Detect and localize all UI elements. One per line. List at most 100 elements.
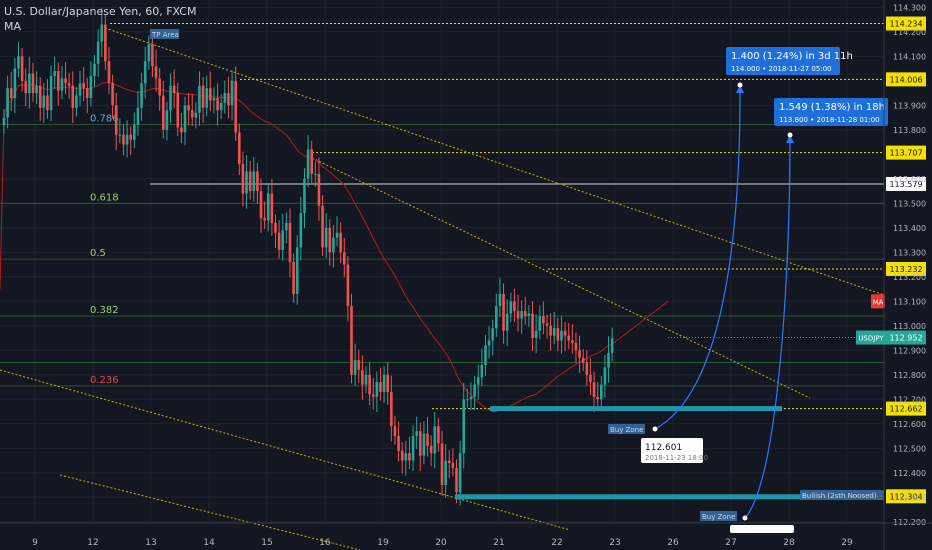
candle-body (324, 227, 328, 248)
candle-body (85, 88, 89, 98)
zone-label: TP Area (151, 31, 179, 39)
candle-body (469, 396, 473, 400)
candle-body (589, 374, 592, 383)
candle-body (263, 218, 266, 221)
projection-end-dot (787, 132, 793, 138)
x-tick-label: 16 (319, 538, 331, 548)
fib-label: 0.786 (90, 113, 119, 124)
y-tick-label: 113.500 (893, 199, 926, 208)
candle-body (71, 85, 75, 108)
projection-arrowhead (736, 85, 744, 93)
x-tick-label: 20 (435, 538, 447, 548)
candle-body (172, 85, 176, 94)
candle-body (429, 445, 433, 454)
candle-body (122, 134, 125, 145)
candle-body (455, 467, 458, 493)
candle-body (13, 68, 17, 98)
candle-body (476, 377, 480, 385)
candle-body (223, 93, 227, 103)
candle-body (386, 374, 390, 392)
indicator-label[interactable]: MA (4, 20, 22, 33)
candle-body (545, 323, 549, 326)
candle-body (136, 107, 140, 125)
price-level-label: 114.234 (889, 20, 922, 29)
candle-body (292, 262, 295, 294)
candle-body (458, 453, 462, 493)
candle-body (346, 264, 350, 307)
trend-line (104, 27, 885, 296)
y-tick-label: 114.100 (893, 52, 926, 61)
candle-body (252, 171, 256, 192)
candle-body (277, 232, 281, 250)
candle-body (205, 88, 209, 108)
y-tick-label: 113.100 (893, 297, 926, 306)
candle-body (24, 80, 28, 94)
candle-body (17, 56, 20, 69)
x-tick-label: 14 (203, 538, 215, 548)
candle-body (574, 342, 578, 351)
candle-body (299, 213, 303, 248)
y-tick-label: 113.200 (893, 273, 926, 282)
candle-body (491, 328, 494, 341)
candle-body (505, 313, 509, 331)
candle-body (375, 382, 379, 397)
candle-body (75, 95, 78, 108)
price-levels: 114.234 114.006 113.707 113.579 113.232 112.6… (0, 16, 926, 504)
candle-body (194, 112, 198, 118)
candle-body (563, 330, 567, 336)
pivot-tooltip-2 (730, 525, 794, 533)
y-tick-label: 112.600 (893, 420, 926, 429)
candle-body (379, 382, 382, 392)
price-level-label: 112.304 (889, 492, 922, 501)
price-level-label: 112.662 (889, 405, 922, 414)
candle-body (111, 83, 114, 106)
candle-body (67, 83, 71, 86)
candle-body (49, 75, 53, 111)
candle-body (107, 61, 111, 84)
candle-body (140, 83, 143, 108)
ma-tag (871, 294, 885, 309)
y-tick-label: 112.500 (893, 444, 926, 453)
candle-body (93, 63, 96, 76)
x-tick-label: 29 (841, 538, 853, 548)
price-level-label: 113.232 (889, 265, 922, 274)
pivot-date: 2018-11-23 18:00 (645, 454, 708, 462)
candle-body (96, 41, 100, 64)
trend-line (59, 474, 361, 550)
candle-body (256, 171, 259, 192)
candle-body (433, 426, 437, 454)
candle-body (603, 367, 607, 385)
candle-body (426, 433, 429, 446)
zone-label-bg (608, 424, 645, 434)
candle-body (350, 306, 353, 375)
candle-body (393, 426, 397, 437)
price-level-tag (886, 261, 926, 276)
price-level-tag (886, 401, 926, 416)
x-tick-label: 23 (609, 538, 620, 548)
candle-body (321, 205, 324, 248)
candle-body (212, 97, 216, 101)
candle-body (332, 237, 335, 253)
candle-body (447, 460, 451, 463)
candle-body (35, 85, 38, 94)
candle-body (415, 431, 418, 437)
y-tick-label: 112.300 (893, 493, 926, 502)
candle-body (556, 328, 560, 341)
candle-body (31, 73, 35, 94)
candle-body (190, 110, 194, 118)
candle-body (422, 433, 426, 456)
candle-body (400, 450, 404, 461)
candle-body (520, 311, 523, 319)
price-level-tag (886, 145, 926, 160)
candle-body (245, 171, 248, 194)
candle-body (397, 436, 400, 451)
candle-body (567, 335, 571, 341)
chart-grid (0, 0, 884, 523)
projection-box (774, 98, 888, 126)
y-tick-label: 112.700 (893, 395, 926, 404)
y-tick-label: 113.900 (893, 101, 926, 110)
candle-body (295, 247, 299, 294)
candle-body (118, 134, 122, 136)
candle-body (201, 85, 205, 108)
